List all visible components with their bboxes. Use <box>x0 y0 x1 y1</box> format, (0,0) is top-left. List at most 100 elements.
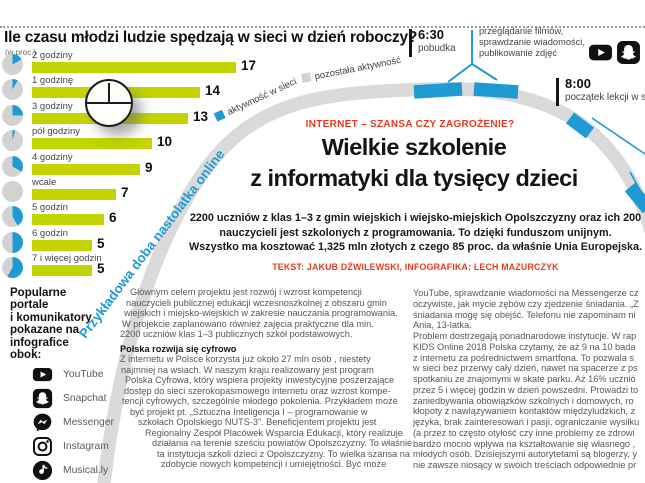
body-text-line: zdobycie nowych kompetencji i umiejętnoś… <box>161 459 387 469</box>
app-list-item: Instagram <box>32 435 114 459</box>
sidebar-intro-line: i komunikatory <box>10 311 92 324</box>
activity-note-line: przeglądanie filmów, <box>479 26 564 36</box>
bar-value-label: 5 <box>97 261 105 277</box>
body-text-line: wiejskich i miejsko-wiejskich w zakresie… <box>124 308 398 318</box>
bar-category-label: wcale <box>32 177 57 188</box>
bar-category-label: 1 godzinę <box>32 75 74 87</box>
article-credit: TEKST: JAKUB DŹWILEWSKI, INFOGRAFIKA: LE… <box>272 262 559 272</box>
sidebar-intro: Popularne portale i komunikatory pokazane n… <box>10 287 92 361</box>
body-text-line: w sieci bez przerwy cały dzień, nawet na… <box>413 363 638 374</box>
body-text-line: nauczycieli publicznej edukacji wczesnos… <box>126 297 387 308</box>
app-label: Snapchat <box>63 392 107 404</box>
bar <box>32 239 92 251</box>
body-text-line: 2200 uczniów klas 1–3 publicznych szkół … <box>120 329 353 339</box>
body-text-line: Głównym celem projektu jest rozwój i wzr… <box>130 287 362 297</box>
body-text-line: kłopoty z nawiązywaniem kontaktów między… <box>413 406 636 417</box>
activity-note-line: sprawdzanie wiadomości, <box>479 37 585 47</box>
body-text-line: szkołach Opolskiego NUTS-3”. Beneficjent… <box>138 417 377 427</box>
app-list-item: Messenger <box>32 410 114 434</box>
timeline-time-630: 6:30 <box>418 27 445 42</box>
body-text-line: Regionalny Zespół Placówek Wsparcia Eduk… <box>145 427 403 438</box>
chart-row: wcale 7 <box>0 177 300 203</box>
activity-note-line: publikowanie zdjęć <box>479 48 558 58</box>
ring-offline-band <box>97 82 645 483</box>
chart-row: 2 godziny 17 <box>0 50 300 76</box>
body-text-line: ta instytucja szkoli dzieci z Opolszczyz… <box>157 448 410 459</box>
messenger-icon <box>32 412 53 433</box>
note-bracket <box>447 30 498 83</box>
activity-app-icons <box>588 40 645 65</box>
sidebar-intro-line: pokazane na <box>10 324 80 337</box>
clock-minute-hand <box>108 83 110 104</box>
timeline-label-630: pobudka <box>418 43 456 54</box>
right-bracket <box>591 117 645 201</box>
clock-pie-icon <box>2 257 23 279</box>
app-label: Musical.ly <box>63 465 109 477</box>
headline-line-2: z informatyki dla tysięcy dzieci <box>250 165 578 191</box>
clock-pie-icon <box>2 54 23 75</box>
youtube-icon <box>588 40 613 65</box>
timeline-label-800: początek lekcji w szkole <box>565 92 645 103</box>
article-lead: 2200 uczniów z klas 1–3 z gmin wiejskich… <box>188 211 643 255</box>
body-text-line: tencji cyfrowych, szczególnie młodego po… <box>122 396 398 406</box>
lead-line: 2200 uczniów z klas 1–3 z gmin wiejskich… <box>189 212 642 224</box>
bar <box>32 214 104 226</box>
bar-category-label: 4 godziny <box>32 151 73 163</box>
body-text-line: spotkaniu ze znajomymi w skate parku. Aż… <box>413 374 636 384</box>
app-list-item: YouTube <box>32 362 114 386</box>
snapchat-icon <box>616 40 641 65</box>
top-dotted-rule <box>0 26 645 28</box>
body-text-line: Problem dostrzegają ponadnarodowe instyt… <box>413 331 637 341</box>
article-headline: Wielkie szkolenie z informatyki dla tysi… <box>189 132 639 194</box>
article-kicker: INTERNET – SZANSA CZY ZAGROŻENIE? <box>305 119 515 130</box>
ring-online-segment <box>624 182 645 214</box>
ring-online-segment <box>413 82 463 99</box>
body-text-line: W projekcie zaplanowano również zajęcia … <box>122 318 374 329</box>
chart-title: Ile czasu młodzi ludzie spędzają w sieci… <box>4 29 418 46</box>
body-text-line: nie zawsze niosący w swoich treściach od… <box>413 460 637 470</box>
app-label: YouTube <box>63 368 104 380</box>
bar-value-label: 13 <box>193 108 209 124</box>
sidebar-intro-line: Popularne <box>10 287 67 299</box>
clock-pie-icon <box>2 130 23 152</box>
body-text-line: Ania, 13-latka. <box>413 320 472 331</box>
chart-row: 7 i więcej godzin 5 <box>0 253 300 279</box>
body-text-line: dostęp do sieci szerokopasmowego interne… <box>124 385 391 396</box>
timeline-tick-630 <box>409 29 412 57</box>
lead-line: Wszystko ma kosztować 1,325 mln złotych … <box>188 241 643 253</box>
bar <box>32 138 152 150</box>
bar-value-label: 7 <box>121 185 129 200</box>
clock-pie-icon <box>2 206 23 228</box>
ring-online-segment <box>565 112 595 139</box>
clock-illustration <box>85 79 133 127</box>
sidebar-intro-line: portale <box>10 299 49 312</box>
instagram-icon <box>32 436 53 457</box>
clock-pie-icon <box>2 104 23 126</box>
chart-row: 4 godziny 9 <box>0 151 300 178</box>
lead-line: nauczycieli jest szkolonych z programowa… <box>219 226 612 239</box>
body-text-line: KIDS Online 2018 Polska czytamy, że aż 9… <box>413 341 636 352</box>
body-text-line: śniadania mogę się obejść. Telefonu nie … <box>413 309 636 320</box>
bar-value-label: 17 <box>241 58 257 73</box>
sidebar-intro-line: obok: <box>10 349 42 362</box>
bar-value-label: 5 <box>97 235 105 251</box>
clock-pie-icon <box>2 231 23 253</box>
body-text-line: oczywiste, jak mycie zębów czy zjedzenie… <box>413 298 639 309</box>
bar-value-label: 6 <box>109 210 117 226</box>
bar-category-label: 3 godziny <box>32 100 73 112</box>
body-left-column: Głównym celem projektu jest rozwój i wzr… <box>120 287 422 470</box>
body-text-line: Polska rozwija się cyfrowo <box>120 343 237 354</box>
bar-category-label: 7 i więcej godzin <box>32 253 102 265</box>
chart-row: 5 godzin 6 <box>0 202 300 228</box>
bar-category-label: pół godziny <box>32 126 81 138</box>
body-text-line: działania na terenie sześciu powiatów Op… <box>152 438 413 448</box>
sidebar-intro-line: infografice <box>10 336 69 349</box>
bar-value-label: 9 <box>145 159 153 175</box>
app-label: Instagram <box>63 441 109 453</box>
chart-row: pół godziny 10 <box>0 126 300 152</box>
timeline-time-800: 8:00 <box>565 76 592 91</box>
bar <box>32 62 236 73</box>
chart-row: 6 godzin 5 <box>0 228 300 254</box>
